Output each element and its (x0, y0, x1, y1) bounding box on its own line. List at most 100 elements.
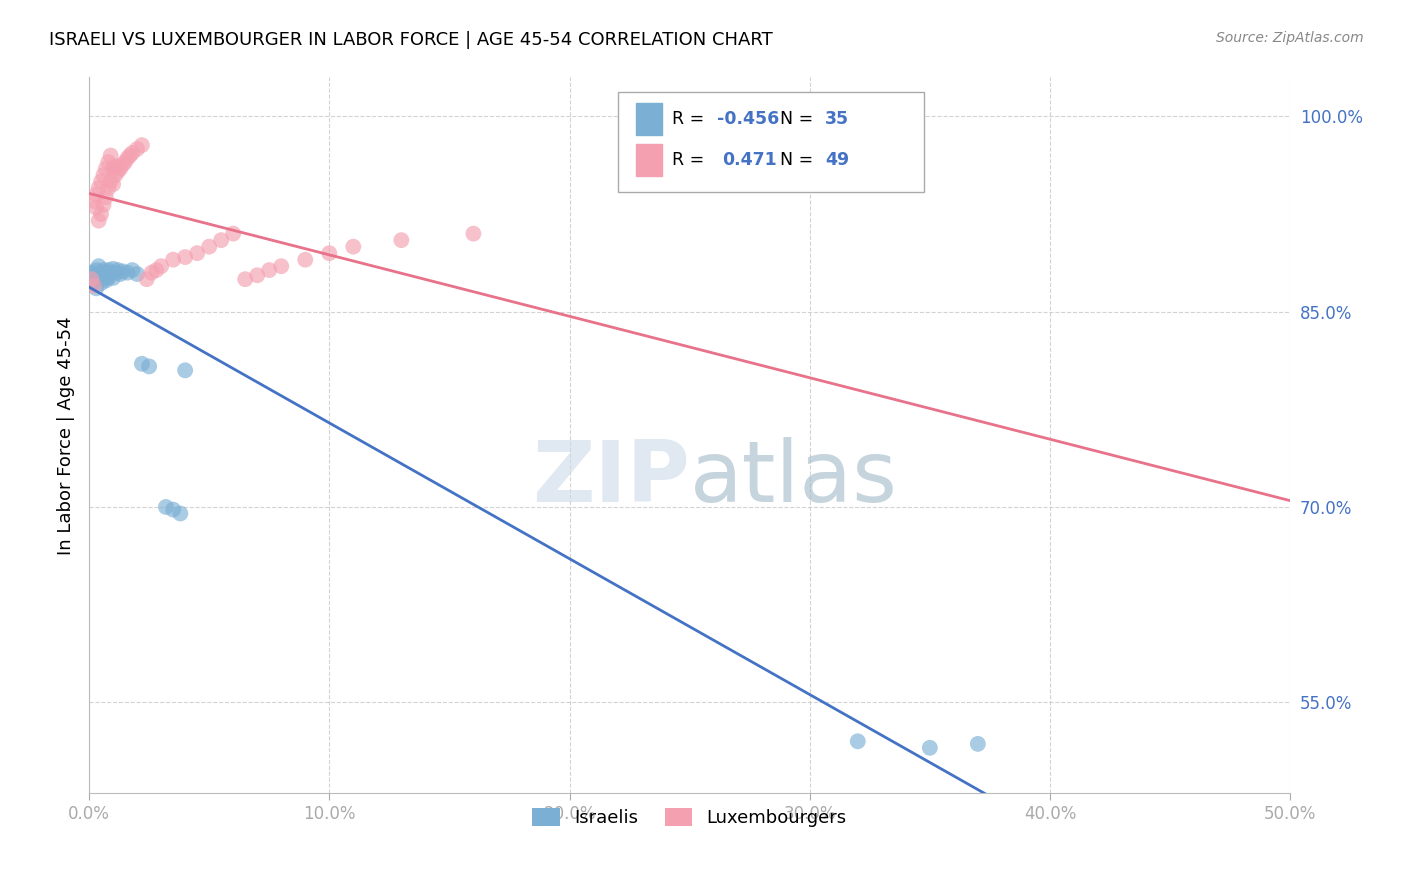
Point (127, 142, 149, 156)
Point (83, 276, 105, 290)
Point (162, 502, 184, 516)
Point (138, 359, 160, 374)
Point (111, 264, 134, 278)
Bar (636, 103, 662, 135)
Point (83, 194, 105, 208)
Point (93, 168, 115, 182)
Point (97, 181, 120, 195)
Point (463, 227, 485, 241)
Text: ISRAELI VS LUXEMBOURGER IN LABOR FORCE | AGE 45-54 CORRELATION CHART: ISRAELI VS LUXEMBOURGER IN LABOR FORCE |… (49, 31, 773, 49)
Point (222, 227, 245, 241)
Point (233, 272, 256, 286)
Text: atlas: atlas (689, 437, 897, 520)
Text: N =: N = (780, 110, 818, 128)
Point (84, 187, 107, 202)
Text: Source: ZipAtlas.com: Source: ZipAtlas.com (1216, 31, 1364, 45)
Y-axis label: In Labor Force | Age 45-54: In Labor Force | Age 45-54 (58, 316, 75, 555)
Point (83, 268, 105, 283)
FancyBboxPatch shape (617, 92, 924, 192)
Point (110, 267, 132, 281)
Point (90, 276, 112, 290)
Point (87, 213, 110, 227)
Point (155, 500, 177, 514)
Point (101, 271, 124, 285)
Text: ZIP: ZIP (531, 437, 689, 520)
Point (246, 268, 269, 283)
Point (100, 266, 122, 280)
Point (131, 138, 153, 153)
Point (93, 271, 115, 285)
Point (121, 145, 143, 160)
Point (174, 363, 197, 377)
Text: R =: R = (672, 151, 714, 169)
Point (121, 263, 143, 277)
Point (84, 272, 107, 286)
Point (162, 252, 184, 267)
Point (87, 259, 110, 273)
Bar (636, 144, 662, 176)
Point (342, 240, 364, 254)
Point (101, 177, 124, 191)
Point (84, 201, 107, 215)
Point (84, 281, 107, 295)
Point (93, 263, 115, 277)
Point (94, 273, 117, 287)
Text: -0.456: -0.456 (717, 110, 779, 128)
Point (80, 266, 103, 280)
Point (389, 233, 412, 247)
Point (100, 175, 122, 189)
Point (97, 263, 120, 277)
Point (967, 737, 990, 751)
Point (117, 266, 139, 280)
Point (94, 161, 117, 176)
Point (846, 734, 869, 748)
Text: 49: 49 (825, 151, 849, 169)
Text: N =: N = (780, 151, 818, 169)
Legend: Israelis, Luxembourgers: Israelis, Luxembourgers (526, 801, 853, 834)
Point (270, 259, 292, 273)
Point (294, 252, 316, 267)
Point (97, 155, 120, 169)
Point (118, 148, 141, 162)
Point (100, 148, 122, 162)
Point (131, 357, 153, 371)
Point (107, 263, 129, 277)
Point (94, 190, 117, 204)
Point (94, 266, 117, 280)
Point (209, 233, 232, 247)
Point (104, 168, 127, 182)
Point (104, 266, 127, 280)
Point (169, 507, 191, 521)
Point (101, 161, 124, 176)
Point (150, 259, 173, 273)
Point (84, 263, 107, 277)
Point (90, 175, 112, 189)
Point (90, 207, 112, 221)
Text: 35: 35 (825, 110, 849, 128)
Point (117, 151, 139, 165)
Point (135, 272, 157, 286)
Point (93, 198, 115, 212)
Point (104, 159, 127, 173)
Point (127, 267, 149, 281)
Point (318, 246, 340, 260)
Text: 0.471: 0.471 (723, 151, 776, 169)
Point (918, 740, 941, 755)
Point (145, 263, 167, 277)
Point (97, 271, 120, 285)
Point (174, 250, 197, 264)
Point (198, 240, 221, 254)
Point (141, 266, 163, 280)
Text: R =: R = (672, 110, 710, 128)
Point (111, 158, 134, 172)
Point (257, 263, 280, 277)
Point (114, 155, 136, 169)
Point (90, 266, 112, 280)
Point (110, 161, 132, 176)
Point (87, 181, 110, 195)
Point (87, 268, 110, 283)
Point (186, 246, 208, 260)
Point (80, 272, 103, 286)
Point (107, 164, 129, 178)
Point (101, 261, 124, 276)
